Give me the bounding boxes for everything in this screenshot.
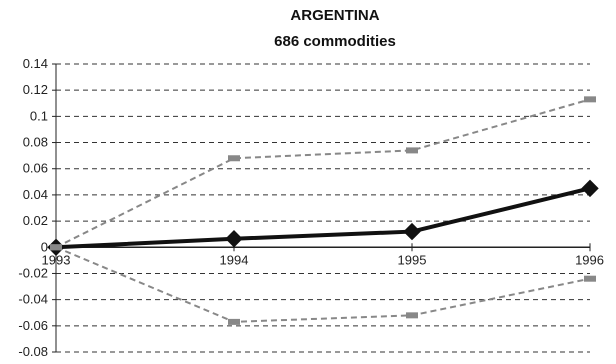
y-tick-label: 0.14 <box>23 56 48 71</box>
x-tick-label: 1994 <box>220 252 249 267</box>
x-tick-label: 1995 <box>398 252 427 267</box>
data-point <box>225 230 243 248</box>
x-tick-label: 1996 <box>575 252 604 267</box>
y-tick-label: 0.1 <box>30 108 48 123</box>
data-point <box>50 244 62 251</box>
series-1 <box>50 96 596 251</box>
series-line <box>55 186 591 250</box>
chart-title: ARGENTINA <box>290 7 379 24</box>
y-tick-label: -0.08 <box>18 344 48 359</box>
y-tick-label: 0 <box>41 239 48 254</box>
data-point <box>228 155 240 162</box>
y-tick-label: 0.02 <box>23 213 48 228</box>
series-2 <box>50 244 596 325</box>
data-point <box>584 275 596 282</box>
y-tick-label: 0.04 <box>23 187 48 202</box>
gridlines <box>56 63 590 353</box>
y-tick-label: 0.12 <box>23 82 48 97</box>
x-tick-label: 1993 <box>42 252 71 267</box>
y-tick-label: -0.04 <box>18 292 48 307</box>
y-tick-label: -0.02 <box>18 265 48 280</box>
data-point <box>406 147 418 154</box>
series-line <box>55 98 591 249</box>
data-point <box>581 179 599 198</box>
series-group <box>47 96 599 325</box>
y-tick-label: 0.08 <box>23 135 48 150</box>
series-line <box>55 246 591 323</box>
data-point <box>584 96 596 103</box>
y-tick-label: 0.06 <box>23 161 48 176</box>
tick-labels: 0.14 0.12 0.1 0.08 0.06 0.04 0.02 0 -0.02 -0.04 -0… <box>18 56 604 359</box>
series-0 <box>47 179 599 256</box>
chart-subtitle: 686 commodities <box>274 33 396 50</box>
data-point <box>228 318 240 325</box>
data-point <box>406 312 418 319</box>
data-point <box>403 222 421 241</box>
y-tick-label: -0.06 <box>18 318 48 333</box>
